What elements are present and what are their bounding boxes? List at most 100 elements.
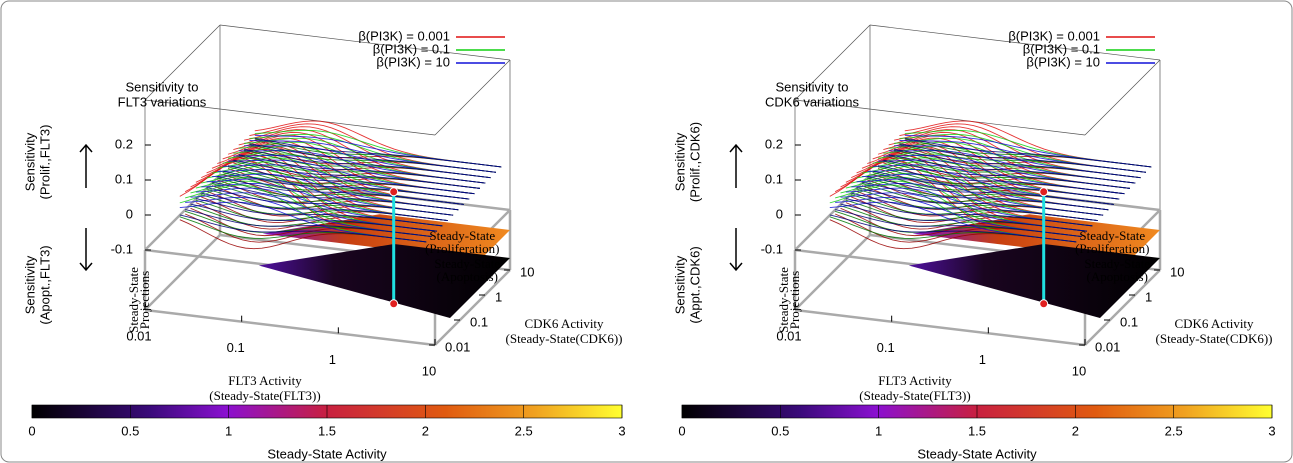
projection-label: Steady-State: [776, 267, 791, 333]
box-edge: [794, 24, 871, 101]
chart-title: Sensitivity to: [776, 79, 849, 94]
surface-line: [244, 148, 491, 179]
z-label: (Apopt.,FLT3): [37, 245, 52, 324]
box-edge: [434, 59, 511, 136]
colorbar-tick-label: 1.5: [968, 423, 986, 438]
annotation: Steady-State: [429, 228, 495, 243]
legend-label: β(PI3K) = 0.1: [373, 41, 450, 56]
surface-line: [185, 209, 432, 238]
y-tick-label: 1: [495, 289, 502, 304]
surface-line: [899, 143, 1146, 173]
annotation: Steady-State: [434, 256, 500, 271]
surface-line: [851, 192, 1098, 221]
z-tick-label: 0: [776, 206, 783, 221]
surface-line: [249, 143, 496, 173]
x-tick-label: 10: [1072, 363, 1086, 378]
slab-edge: [794, 234, 871, 311]
surface-line: [845, 198, 1093, 227]
chart-title: Sensitivity to: [126, 79, 199, 94]
colorbar-tick-label: 2.5: [515, 423, 533, 438]
colorbar-tick-label: 3: [1268, 423, 1275, 438]
y-tick-label: 0.1: [470, 314, 488, 329]
x-tick-label: 0.01: [126, 328, 151, 343]
legend-label: β(PI3K) = 0.1: [1023, 41, 1100, 56]
surface-line: [211, 181, 459, 211]
y-label: CDK6 Activity: [1174, 316, 1254, 331]
box-edge: [144, 24, 221, 101]
colorbar-tick-label: 0: [28, 423, 35, 438]
colorbar-tick-label: 2.5: [1165, 423, 1183, 438]
slab-edge: [144, 234, 221, 311]
projection-label: Projections: [137, 271, 152, 330]
colorbar-tick-label: 3: [618, 423, 625, 438]
surface-line: [238, 154, 486, 184]
x-tick-label: 0.1: [877, 340, 895, 355]
slab-edge: [794, 308, 1086, 347]
z-label: (Prolif.,CDK6): [687, 122, 702, 202]
box-edge: [869, 24, 1161, 61]
annotation: Steady-State: [1084, 256, 1150, 271]
z-tick-label: 0.1: [115, 171, 133, 186]
y-tick-label: 10: [520, 264, 534, 279]
marker: [389, 187, 399, 197]
slab-edge: [144, 308, 436, 347]
surface-line: [904, 137, 1152, 168]
z-label: (Prolif.,FLT3): [37, 125, 52, 200]
surface-line: [217, 176, 464, 205]
y-tick-label: 10: [1170, 264, 1184, 279]
z-arrow: [79, 143, 93, 188]
marker: [1039, 299, 1049, 309]
z-tick-label: 0.1: [765, 171, 783, 186]
z-label: Sensitivity: [672, 255, 687, 314]
marker: [389, 299, 399, 309]
surface-line: [254, 137, 502, 168]
annotation: Steady-State: [1079, 228, 1145, 243]
x-label: FLT3 Activity: [878, 373, 952, 388]
z-tick-label: 0.2: [765, 136, 783, 151]
z-label: Sensitivity: [22, 255, 37, 314]
colorbar-label: Steady-State Activity: [917, 446, 1037, 461]
colorbar-tick-label: 2: [422, 423, 429, 438]
surface-line: [233, 159, 480, 189]
z-arrow: [729, 143, 743, 188]
y-label: (Steady-State(CDK6)): [1156, 331, 1273, 346]
legend-label: β(PI3K) = 0.001: [358, 28, 450, 43]
colorbar-tick-label: 1: [875, 423, 882, 438]
x-label: (Steady-State(FLT3)): [859, 388, 970, 403]
slab-edge: [1084, 269, 1161, 346]
surface-line: [872, 170, 1120, 200]
surface-line: [195, 198, 443, 227]
box-edge: [1084, 59, 1161, 136]
y-label: CDK6 Activity: [524, 316, 604, 331]
annotation: (Proliferation): [1075, 241, 1149, 256]
colorbar-label: Steady-State Activity: [267, 446, 387, 461]
z-label: Sensitivity: [22, 132, 37, 191]
z-tick-label: -0.1: [111, 241, 133, 256]
surface-line: [835, 209, 1082, 238]
apoptosis-plane: [908, 244, 1160, 318]
surface-line: [206, 187, 454, 216]
colorbar-tick-label: 1: [225, 423, 232, 438]
x-tick-label: 10: [422, 363, 436, 378]
legend-label: β(PI3K) = 10: [1026, 54, 1100, 69]
z-label: Sensitivity: [672, 132, 687, 191]
colorbar-tick-label: 1.5: [318, 423, 336, 438]
surface-line: [888, 154, 1136, 184]
slab-edge: [434, 269, 511, 346]
x-tick-label: 0.01: [776, 328, 801, 343]
colorbar-tick-label: 0: [678, 423, 685, 438]
colorbar-tick-label: 2: [1072, 423, 1079, 438]
surface-line: [867, 176, 1114, 205]
y-tick-label: 0.01: [1095, 339, 1120, 354]
annotation: (Proliferation): [425, 241, 499, 256]
chart-title: CDK6 variations: [765, 94, 859, 109]
projection-label: Steady-State: [126, 267, 141, 333]
annotation: (Apoptosis): [437, 269, 498, 284]
z-tick-label: -0.1: [761, 241, 783, 256]
projection-label: Projections: [787, 271, 802, 330]
apoptosis-plane: [258, 244, 510, 318]
surface-line: [190, 203, 438, 232]
colorbar-tick-label: 0.5: [771, 423, 789, 438]
